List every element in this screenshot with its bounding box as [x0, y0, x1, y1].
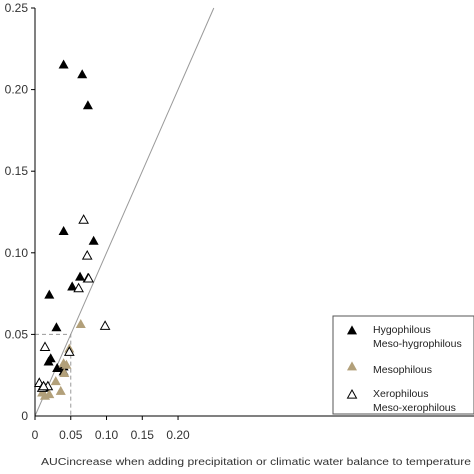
data-point-series-1 [58, 59, 69, 69]
data-point-series-1 [77, 69, 88, 79]
data-point-series-1 [88, 235, 99, 245]
data-point-series-2 [55, 385, 66, 395]
y-tick-label: 0.05 [5, 327, 29, 341]
legend-label: Meso-xerophilous [373, 402, 456, 414]
data-point-series-1 [75, 271, 86, 281]
legend-label: Mesophilous [373, 364, 432, 376]
data-point-series-1 [58, 225, 69, 235]
data-point-series-1 [82, 100, 93, 110]
legend-label: Hygophilous [373, 324, 431, 336]
data-point-series-3 [63, 346, 75, 356]
legend-marker-series-2 [346, 361, 358, 371]
legend-marker-series-3 [346, 388, 358, 399]
data-point-series-2 [59, 367, 70, 377]
data-point-series-2 [61, 359, 72, 369]
legend-marker-series-1 [346, 325, 358, 335]
data-point-series-1 [51, 322, 62, 332]
legend-label: Xerophilous [373, 388, 428, 400]
x-tick-label: 0 [32, 428, 39, 442]
x-tick-label: 0.20 [166, 428, 190, 442]
data-point-series-1 [44, 289, 55, 299]
data-point-series-1 [67, 281, 78, 291]
x-tick-label: 0.05 [59, 428, 83, 442]
data-point-series-3 [73, 282, 84, 293]
y-tick-label: 0.15 [5, 164, 29, 178]
data-point-series-3 [38, 380, 49, 391]
reference-line-1to1 [34, 7, 215, 417]
y-tick-label: 0.10 [5, 246, 29, 260]
data-point-series-1 [43, 356, 54, 366]
y-tick-label: 0.20 [5, 83, 29, 97]
data-point-series-2 [37, 387, 48, 397]
legend-label: Meso-hygrophilous [373, 338, 462, 350]
x-axis-title: AUCincrease when adding precipitation or… [41, 457, 472, 468]
origin-label: 0 [21, 409, 28, 423]
y-tick-label: 0.25 [5, 1, 29, 15]
data-point-series-2 [50, 376, 61, 386]
data-point-series-3 [99, 320, 111, 330]
data-point-series-3 [78, 214, 89, 224]
x-tick-label: 0.10 [95, 428, 119, 442]
data-point-series-3 [81, 250, 93, 260]
data-point-series-2 [75, 318, 86, 328]
data-point-series-3 [39, 341, 51, 352]
x-tick-label: 0.15 [131, 428, 155, 442]
data-point-series-3 [83, 272, 94, 283]
